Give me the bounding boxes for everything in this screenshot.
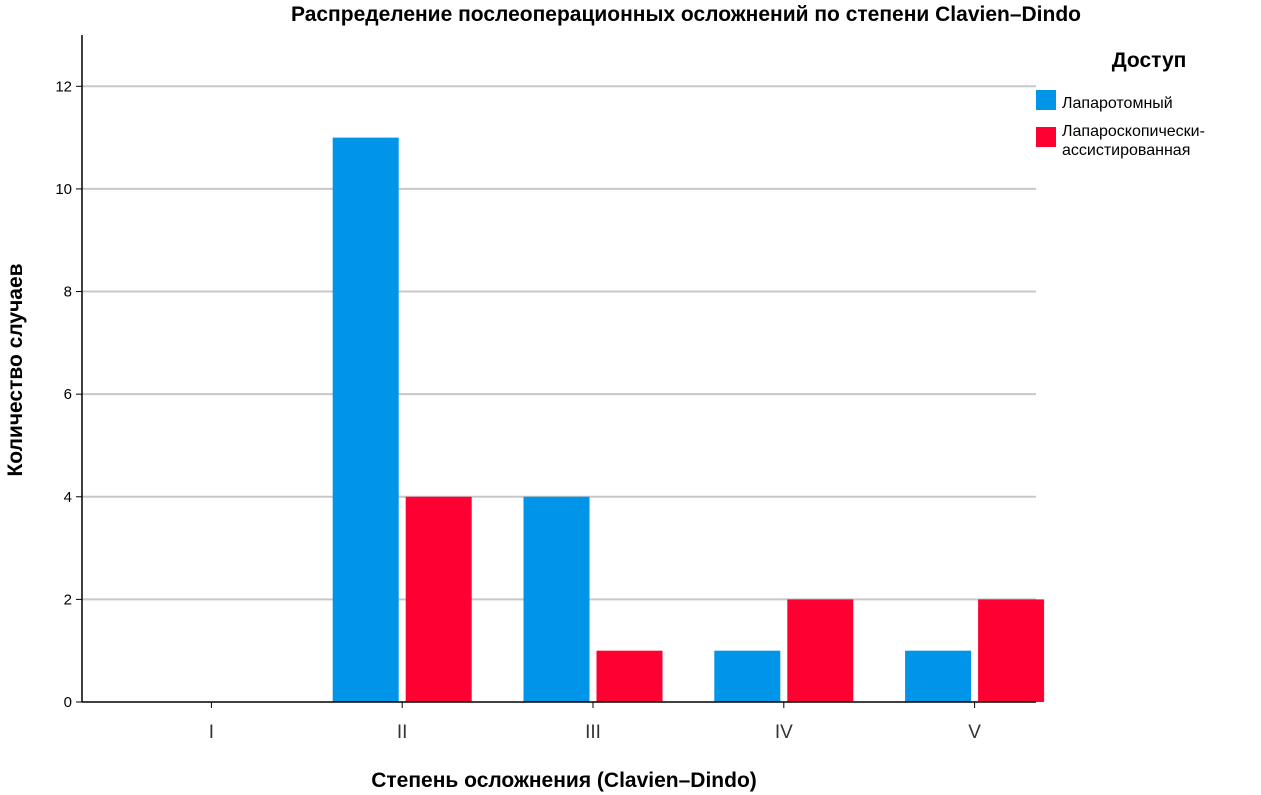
legend-label-laparoscopic: Лапароскопически-ассистированная <box>1062 123 1205 159</box>
y-tick-label: 6 <box>64 386 72 403</box>
legend-swatch-laparoscopic <box>1036 127 1056 147</box>
y-axis-ticks: 0 2 4 6 8 10 12 <box>55 78 72 711</box>
legend-label-laparotomy: Лапаротомный <box>1062 95 1173 112</box>
x-tick-label: III <box>585 722 601 743</box>
legend-swatch-laparotomy <box>1036 90 1056 110</box>
bar-laparoscopic-IV <box>787 599 854 702</box>
y-tick-label: 0 <box>64 694 72 711</box>
gridlines <box>76 85 1036 703</box>
y-tick-label: 8 <box>64 284 72 301</box>
y-tick-label: 2 <box>64 591 72 608</box>
x-axis-ticks: I II III IV V <box>209 702 981 743</box>
bar-laparotomy-II <box>332 137 399 703</box>
y-tick-label: 10 <box>55 181 72 198</box>
x-tick-label: II <box>397 722 408 743</box>
bar-laparotomy-IV <box>714 650 781 702</box>
bar-laparotomy-III <box>523 496 590 702</box>
bar-laparotomy-V <box>905 650 972 702</box>
chart-title: Распределение послеоперационных осложнен… <box>291 3 1081 26</box>
legend: Доступ Лапаротомный Лапароскопически-асс… <box>1036 49 1205 159</box>
x-axis-title: Степень осложнения (Clavien–Dindo) <box>371 769 757 792</box>
bars <box>332 137 1045 703</box>
x-tick-label: I <box>209 722 214 743</box>
bar-laparoscopic-III <box>596 650 663 702</box>
x-tick-label: V <box>968 722 981 743</box>
x-tick-label: IV <box>775 722 793 743</box>
bar-laparoscopic-V <box>978 599 1045 702</box>
y-tick-label: 12 <box>55 78 72 95</box>
y-axis-title: Количество случаев <box>4 263 27 476</box>
bar-laparoscopic-II <box>405 496 472 702</box>
y-tick-label: 4 <box>64 489 72 506</box>
legend-title: Доступ <box>1112 49 1187 72</box>
